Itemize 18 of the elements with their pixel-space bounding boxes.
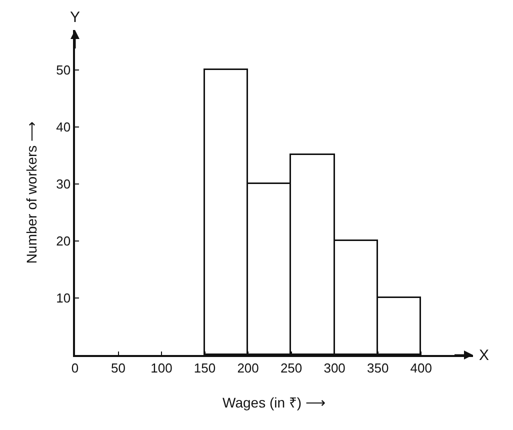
y-tick-label: 20 [56, 234, 71, 249]
text: Y [70, 9, 80, 26]
y-axis-title: Number of workers ⟶ [24, 121, 40, 264]
x-tick-label: 400 [410, 360, 432, 376]
x-tick-label: 0 [71, 360, 79, 376]
x-tick-label: 300 [324, 360, 346, 376]
x-tick-label: 50 [111, 360, 126, 376]
y-tick-label: 50 [56, 62, 71, 78]
x-axis-title: Wages (in ₹) ⟶ [222, 394, 326, 410]
x-tick-label: 200 [237, 360, 259, 376]
x-tick-label: 350 [366, 360, 389, 376]
x-tick-label: 250 [280, 360, 302, 376]
y-tick-label: 40 [56, 119, 71, 134]
text: X [479, 347, 490, 364]
y-tick-label: 30 [56, 176, 71, 192]
y-tick-label: 10 [56, 290, 71, 306]
x-tick-label: 100 [150, 360, 172, 376]
x-tick-label: 150 [194, 360, 216, 376]
